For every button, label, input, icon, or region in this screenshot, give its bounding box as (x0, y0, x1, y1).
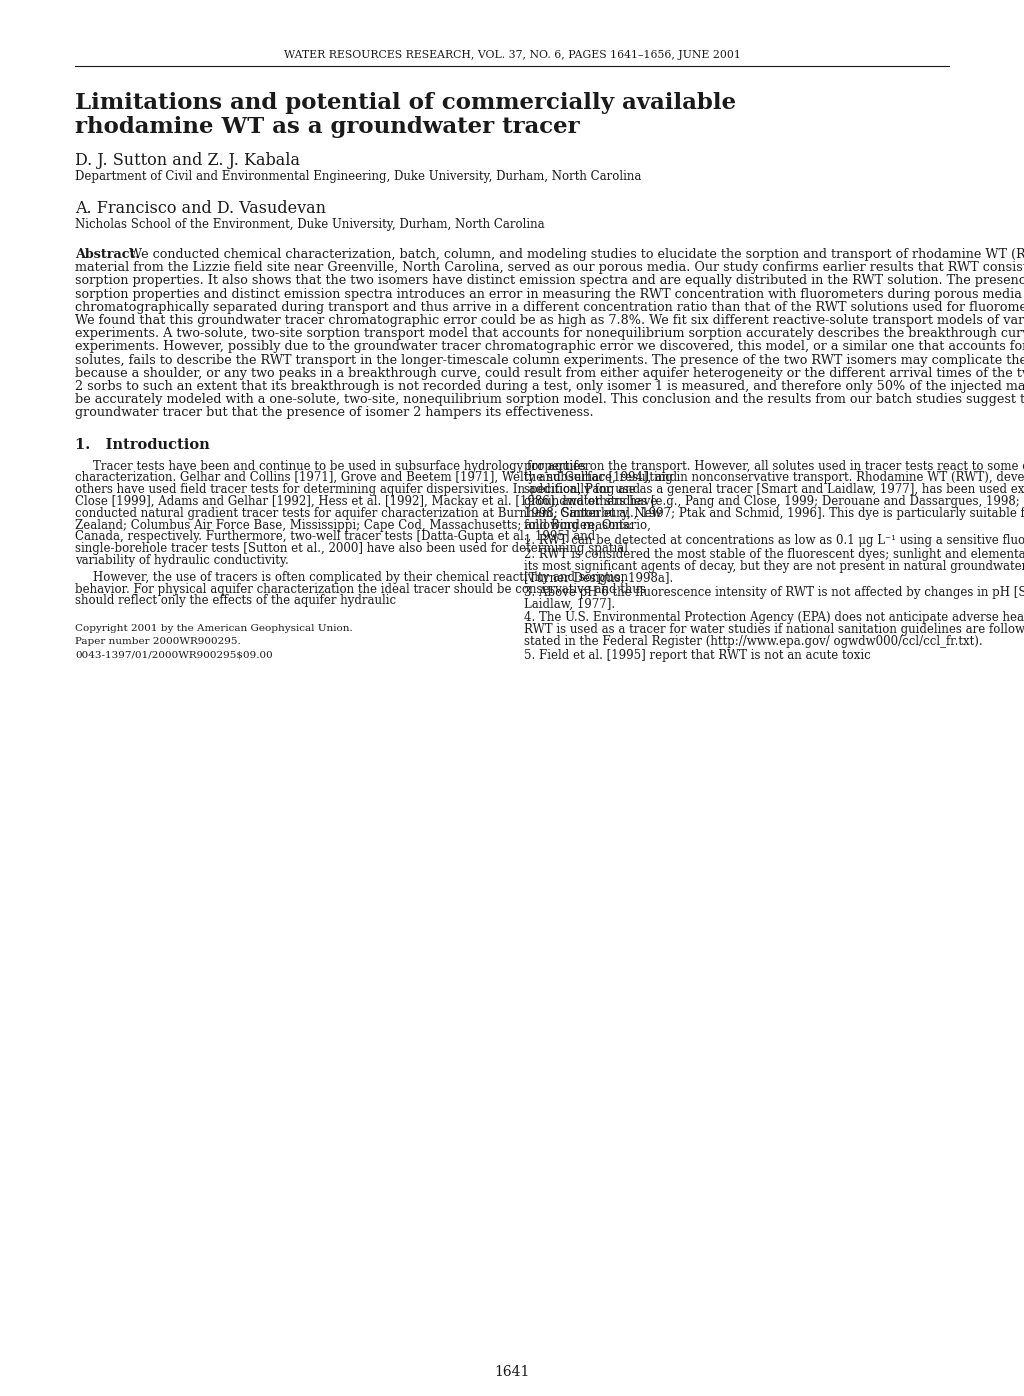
Text: [Turner Designs, 1998a].: [Turner Designs, 1998a]. (524, 572, 673, 585)
Text: rhodamine WT as a groundwater tracer: rhodamine WT as a groundwater tracer (75, 116, 580, 138)
Text: following reasons:: following reasons: (524, 518, 633, 532)
Text: sorption properties and distinct emission spectra introduces an error in measuri: sorption properties and distinct emissio… (75, 288, 1024, 300)
Text: specifically for use as a general tracer [Smart and Laidlaw, 1977], has been use: specifically for use as a general tracer… (524, 483, 1024, 496)
Text: variability of hydraulic conductivity.: variability of hydraulic conductivity. (75, 554, 289, 567)
Text: experiments. A two-solute, two-site sorption transport model that accounts for n: experiments. A two-solute, two-site sorp… (75, 327, 1024, 341)
Text: RWT is used as a tracer for water studies if national sanitation guidelines are : RWT is used as a tracer for water studie… (524, 623, 1024, 637)
Text: behavior. For physical aquifer characterization the ideal tracer should be conse: behavior. For physical aquifer character… (75, 582, 646, 596)
Text: 3. Above pH 6 the fluorescence intensity of RWT is not affected by changes in pH: 3. Above pH 6 the fluorescence intensity… (524, 585, 1024, 599)
Text: 1641: 1641 (495, 1365, 529, 1379)
Text: its most significant agents of decay, but they are not present in natural ground: its most significant agents of decay, bu… (524, 560, 1024, 572)
Text: 1998; Sinton et al., 1997; Ptak and Schmid, 1996]. This dye is particularly suit: 1998; Sinton et al., 1997; Ptak and Schm… (524, 507, 1024, 519)
Text: solutes, fails to describe the RWT transport in the longer-timescale column expe: solutes, fails to describe the RWT trans… (75, 353, 1024, 367)
Text: 5. Field et al. [1995] report that RWT is not an acute toxic: 5. Field et al. [1995] report that RWT i… (524, 649, 870, 662)
Text: Department of Civil and Environmental Engineering, Duke University, Durham, Nort: Department of Civil and Environmental En… (75, 170, 641, 183)
Text: material from the Lizzie field site near Greenville, North Carolina, served as o: material from the Lizzie field site near… (75, 261, 1024, 274)
Text: A. Francisco and D. Vasudevan: A. Francisco and D. Vasudevan (75, 200, 326, 216)
Text: Canada, respectively. Furthermore, two-well tracer tests [Datta-Gupta et al., 19: Canada, respectively. Furthermore, two-w… (75, 530, 595, 543)
Text: We conducted chemical characterization, batch, column, and modeling studies to e: We conducted chemical characterization, … (129, 248, 1024, 261)
Text: single-borehole tracer tests [Sutton et al., 2000] have also been used for deter: single-borehole tracer tests [Sutton et … (75, 542, 628, 556)
Text: chromatographically separated during transport and thus arrive in a different co: chromatographically separated during tra… (75, 300, 1024, 314)
Text: D. J. Sutton and Z. J. Kabala: D. J. Sutton and Z. J. Kabala (75, 152, 300, 169)
Text: groundwater studies [e.g., Pang and Close, 1999; Derouane and Dassargues, 1998; : groundwater studies [e.g., Pang and Clos… (524, 496, 1024, 508)
Text: stated in the Federal Register (http://www.epa.gov/ ogwdw000/ccl/ccl_fr.txt).: stated in the Federal Register (http://w… (524, 635, 983, 648)
Text: 2. RWT is considered the most stable of the fluorescent dyes; sunlight and eleme: 2. RWT is considered the most stable of … (524, 549, 1024, 561)
Text: We found that this groundwater tracer chromatographic error could be as high as : We found that this groundwater tracer ch… (75, 314, 1024, 327)
Text: others have used field tracer tests for determining aquifer dispersivities. In a: others have used field tracer tests for … (75, 483, 640, 496)
Text: 1.   Introduction: 1. Introduction (75, 437, 210, 451)
Text: the subsurface, resulting in nonconservative transport. Rhodamine WT (RWT), deve: the subsurface, resulting in nonconserva… (524, 472, 1024, 484)
Text: Tracer tests have been and continue to be used in subsurface hydrology for aquif: Tracer tests have been and continue to b… (93, 459, 591, 473)
Text: WATER RESOURCES RESEARCH, VOL. 37, NO. 6, PAGES 1641–1656, JUNE 2001: WATER RESOURCES RESEARCH, VOL. 37, NO. 6… (284, 50, 740, 60)
Text: because a shoulder, or any two peaks in a breakthrough curve, could result from : because a shoulder, or any two peaks in … (75, 367, 1024, 380)
Text: be accurately modeled with a one-solute, two-site, nonequilibrium sorption model: be accurately modeled with a one-solute,… (75, 394, 1024, 406)
Text: Close [1999], Adams and Gelhar [1992], Hess et al. [1992], Mackay et al. [1986],: Close [1999], Adams and Gelhar [1992], H… (75, 496, 657, 508)
Text: Nicholas School of the Environment, Duke University, Durham, North Carolina: Nicholas School of the Environment, Duke… (75, 218, 545, 230)
Text: 1. RWT can be detected at concentrations as low as 0.1 μg L⁻¹ using a sensitive : 1. RWT can be detected at concentrations… (524, 535, 1024, 547)
Text: Paper number 2000WR900295.: Paper number 2000WR900295. (75, 637, 241, 646)
Text: Zealand; Columbus Air Force Base, Mississippi; Cape Cod, Massachusetts; and Bord: Zealand; Columbus Air Force Base, Missis… (75, 518, 651, 532)
Text: conducted natural gradient tracer tests for aquifer characterization at Burnham,: conducted natural gradient tracer tests … (75, 507, 662, 519)
Text: experiments. However, possibly due to the groundwater tracer chromatographic err: experiments. However, possibly due to th… (75, 341, 1024, 353)
Text: Copyright 2001 by the American Geophysical Union.: Copyright 2001 by the American Geophysic… (75, 624, 352, 634)
Text: sorption properties. It also shows that the two isomers have distinct emission s: sorption properties. It also shows that … (75, 275, 1024, 288)
Text: 4. The U.S. Environmental Protection Agency (EPA) does not anticipate adverse he: 4. The U.S. Environmental Protection Age… (524, 611, 1024, 624)
Text: 0043-1397/01/2000WR900295$09.00: 0043-1397/01/2000WR900295$09.00 (75, 651, 272, 659)
Text: 2 sorbs to such an extent that its breakthrough is not recorded during a test, o: 2 sorbs to such an extent that its break… (75, 380, 1024, 394)
Text: Abstract.: Abstract. (75, 248, 139, 261)
Text: groundwater tracer but that the presence of isomer 2 hampers its effectiveness.: groundwater tracer but that the presence… (75, 406, 594, 419)
Text: Limitations and potential of commercially available: Limitations and potential of commerciall… (75, 92, 736, 114)
Text: should reflect only the effects of the aquifer hydraulic: should reflect only the effects of the a… (75, 595, 396, 607)
Text: Laidlaw, 1977].: Laidlaw, 1977]. (524, 597, 615, 610)
Text: characterization. Gelhar and Collins [1971], Grove and Beetem [1971], Welty and : characterization. Gelhar and Collins [19… (75, 472, 677, 484)
Text: However, the use of tracers is often complicated by their chemical reactivity an: However, the use of tracers is often com… (93, 571, 628, 584)
Text: properties on the transport. However, all solutes used in tracer tests react to : properties on the transport. However, al… (524, 459, 1024, 473)
